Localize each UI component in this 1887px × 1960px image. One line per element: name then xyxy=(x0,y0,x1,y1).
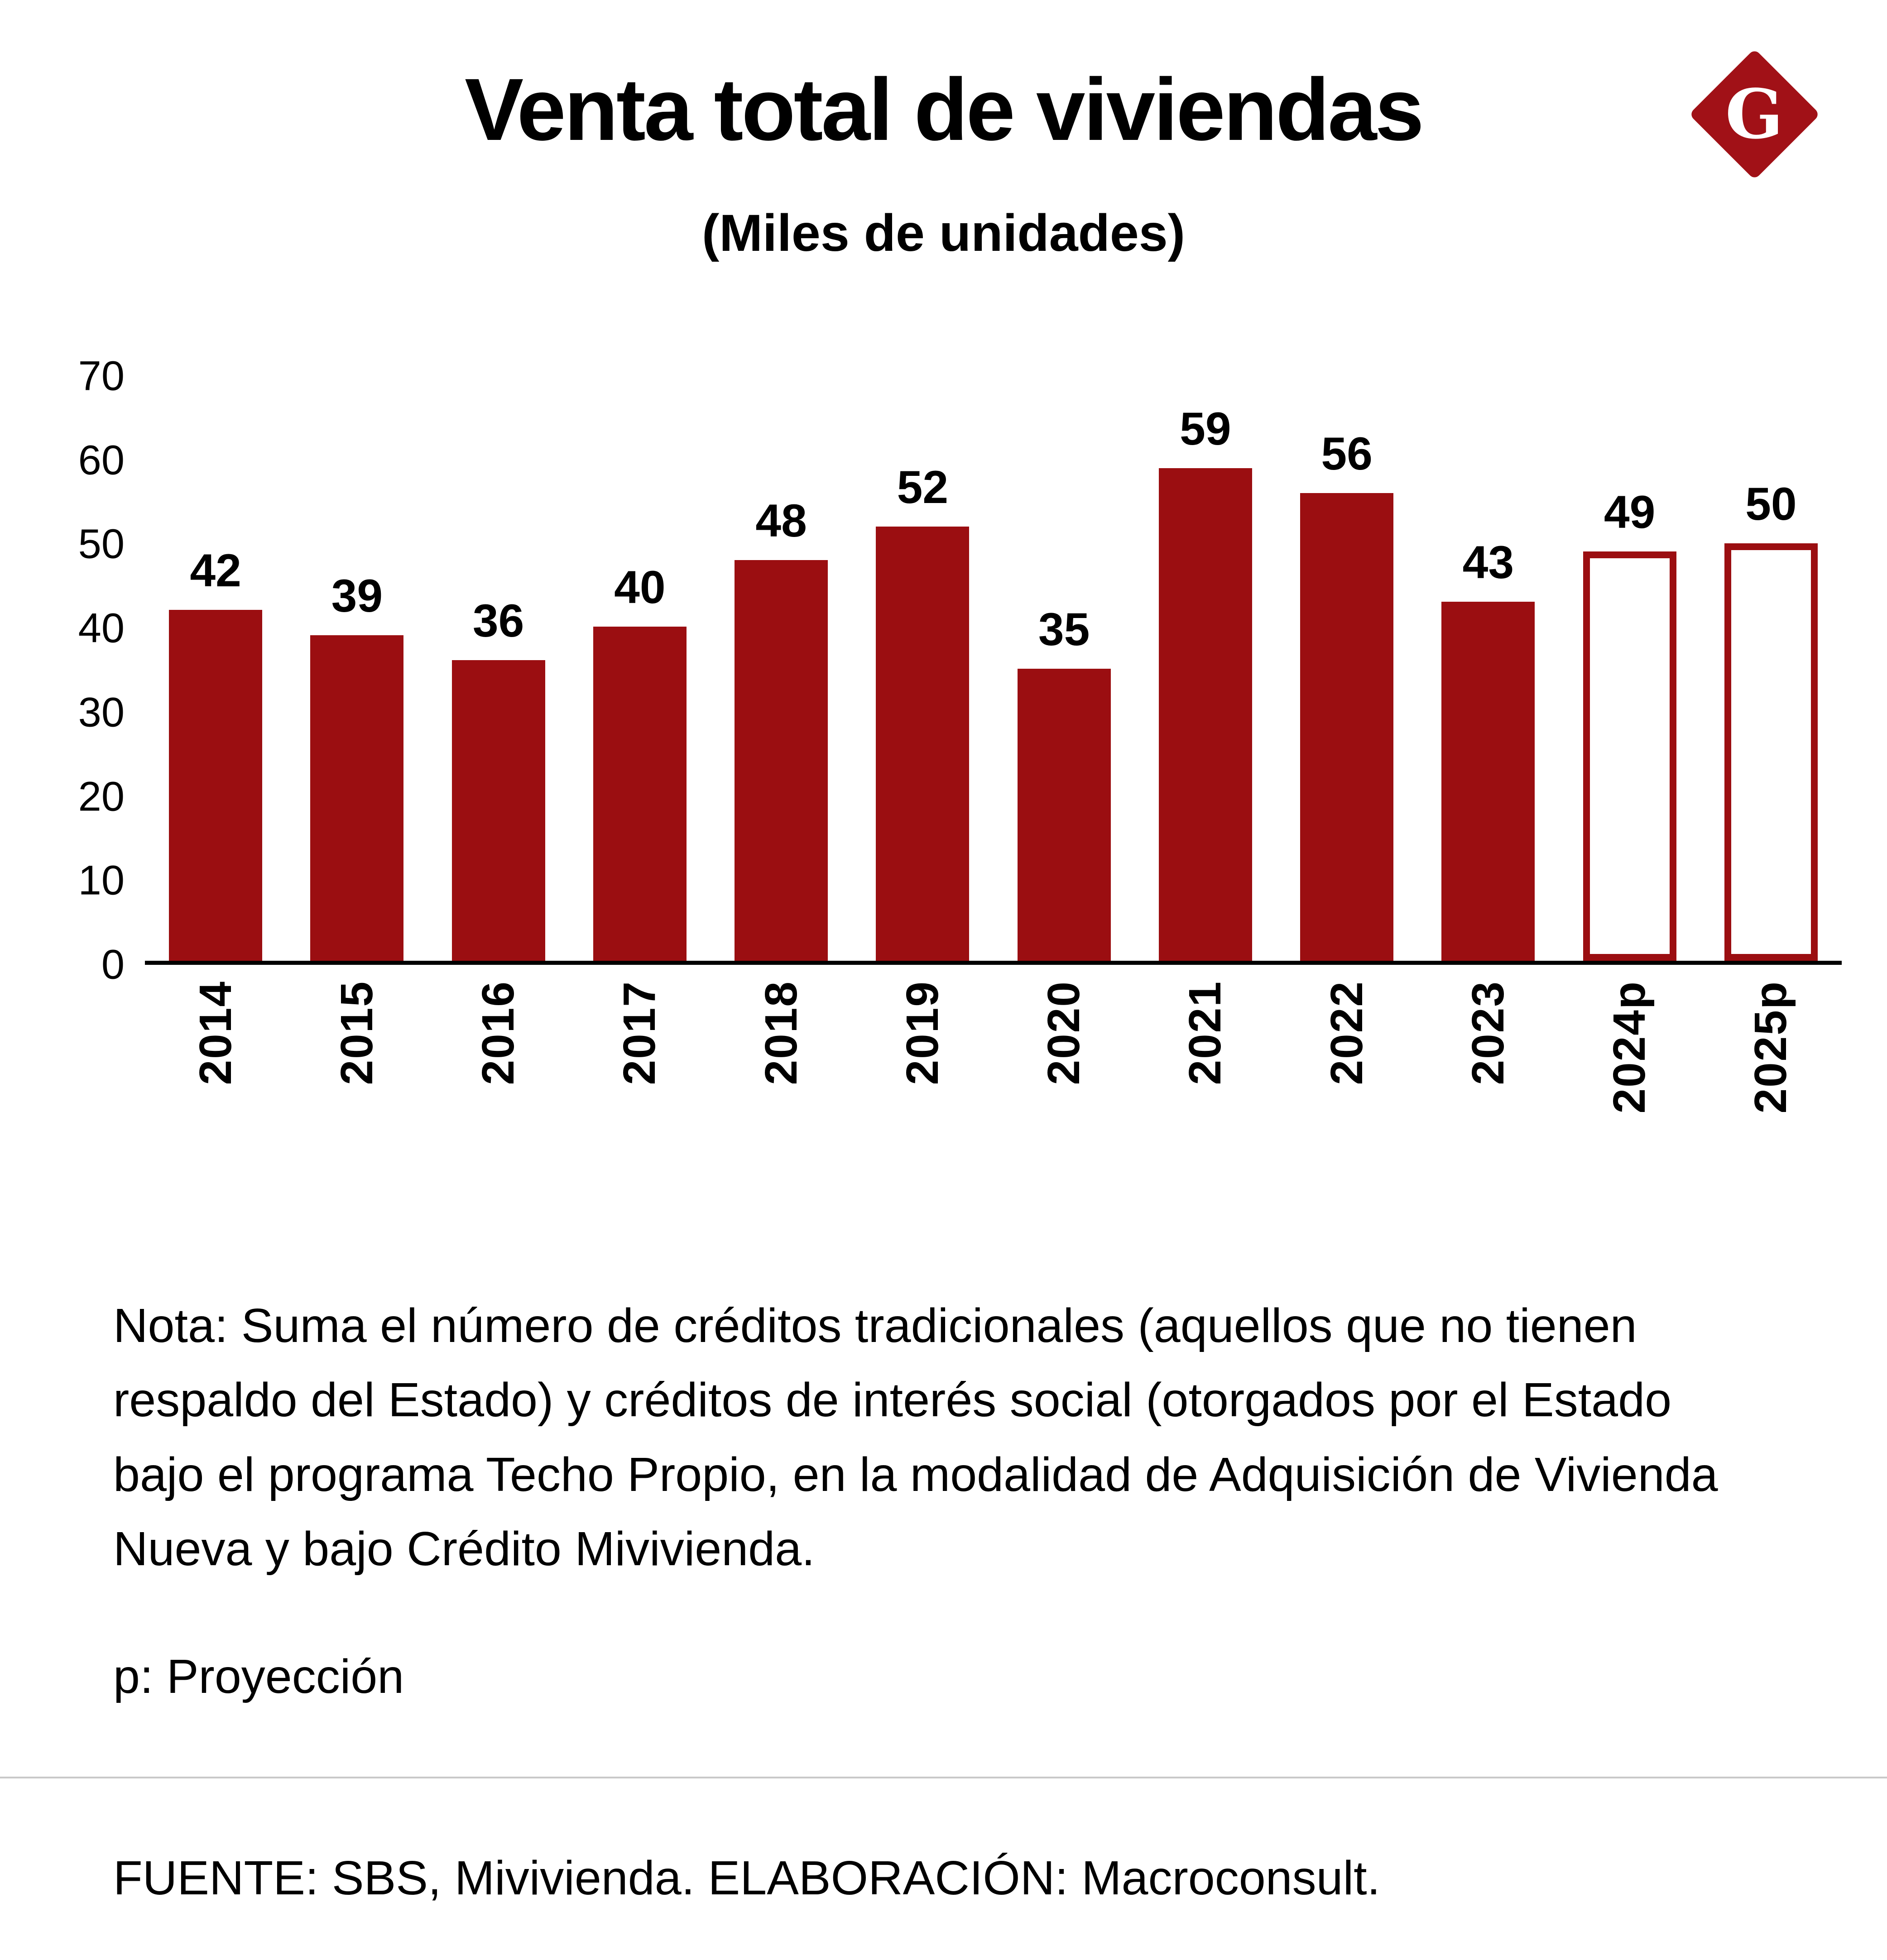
x-tick-label: 2025p xyxy=(1745,981,1796,1114)
x-tick-label: 2022 xyxy=(1321,981,1372,1085)
bar-value-label: 36 xyxy=(472,595,524,647)
bar-projected xyxy=(1583,551,1676,961)
bar-slot: 35 xyxy=(994,376,1135,961)
projection-note: p: Proyección xyxy=(113,1650,404,1704)
y-axis: 0 10 20 30 40 50 60 70 xyxy=(50,353,145,988)
bar-slot: 39 xyxy=(286,376,427,961)
x-slot: 2022 xyxy=(1276,981,1417,1085)
bar-slot: 36 xyxy=(428,376,569,961)
y-tick-label: 70 xyxy=(78,353,125,399)
bar-slot: 43 xyxy=(1417,376,1559,961)
bar xyxy=(169,610,263,961)
x-tick-label: 2024p xyxy=(1604,981,1655,1114)
y-tick-label: 30 xyxy=(78,689,125,736)
note-text: Nota: Suma el número de créditos tradici… xyxy=(113,1299,1718,1576)
x-slot: 2023 xyxy=(1417,981,1559,1085)
x-slot: 2015 xyxy=(286,981,427,1085)
x-slot: 2017 xyxy=(569,981,711,1085)
y-tick-label: 50 xyxy=(78,521,125,567)
x-tick-label: 2014 xyxy=(190,981,241,1085)
bar-slot: 52 xyxy=(852,376,993,961)
bar xyxy=(1158,468,1252,961)
x-slot: 2021 xyxy=(1135,981,1276,1085)
bar-value-label: 59 xyxy=(1180,403,1231,455)
x-slot: 2018 xyxy=(711,981,852,1085)
x-tick-label: 2015 xyxy=(331,981,382,1085)
y-tick-label: 60 xyxy=(78,437,125,484)
y-tick-label: 10 xyxy=(78,857,125,904)
x-slot: 2020 xyxy=(994,981,1135,1085)
chart-subtitle: (Miles de unidades) xyxy=(701,204,1186,262)
bar-slot: 50 xyxy=(1700,376,1842,961)
plot-area: 42 39 36 40 48 52 35 59 56 43 49 50 xyxy=(145,376,1842,965)
bar xyxy=(1300,493,1394,961)
bar-value-label: 40 xyxy=(614,561,666,613)
bar-slot: 49 xyxy=(1559,376,1700,961)
bar-slot: 40 xyxy=(569,376,711,961)
bar-value-label: 43 xyxy=(1462,536,1514,588)
bar-value-label: 52 xyxy=(897,461,949,513)
x-tick-label: 2023 xyxy=(1462,981,1513,1085)
bar-value-label: 50 xyxy=(1745,478,1797,530)
y-tick-label: 0 xyxy=(101,941,125,988)
bar xyxy=(1017,668,1111,961)
bar-slot: 48 xyxy=(711,376,852,961)
bar-chart: 0 10 20 30 40 50 60 70 42 39 36 40 48 52 35 59 56 43 49 50… xyxy=(0,353,1887,1216)
bar xyxy=(451,660,545,961)
header: Venta total de viviendas (Miles de unida… xyxy=(0,0,1887,263)
bar xyxy=(310,635,404,961)
bar-value-label: 42 xyxy=(190,545,241,597)
bar-slot: 42 xyxy=(145,376,286,961)
bar-value-label: 49 xyxy=(1604,486,1656,538)
x-slot: 2025p xyxy=(1700,981,1842,1114)
x-tick-label: 2021 xyxy=(1180,981,1231,1085)
x-tick-label: 2020 xyxy=(1038,981,1090,1085)
bar xyxy=(593,627,687,961)
bar-value-label: 39 xyxy=(331,570,383,622)
bar-value-label: 56 xyxy=(1321,428,1373,480)
bar-projected xyxy=(1724,543,1818,961)
divider xyxy=(0,1777,1887,1779)
x-tick-label: 2016 xyxy=(473,981,524,1085)
gestion-logo-letter: G xyxy=(1725,74,1784,154)
bar-slot: 59 xyxy=(1135,376,1276,961)
chart-title: Venta total de viviendas xyxy=(465,60,1424,159)
y-tick-label: 20 xyxy=(78,773,125,820)
x-tick-label: 2018 xyxy=(755,981,807,1085)
x-tick-label: 2019 xyxy=(897,981,948,1085)
plot-wrap: 42 39 36 40 48 52 35 59 56 43 49 50 2014 2015 2016 201… xyxy=(145,376,1842,1216)
x-slot: 2019 xyxy=(852,981,993,1085)
source-text: FUENTE: SBS, Mivivienda. ELABORACIÓN: Ma… xyxy=(113,1851,1381,1905)
bar xyxy=(1441,601,1535,961)
y-tick-label: 40 xyxy=(78,605,125,652)
gestion-logo: G xyxy=(1689,48,1820,180)
x-slot: 2014 xyxy=(145,981,286,1085)
x-axis-labels: 2014 2015 2016 2017 2018 2019 2020 2021 2022 2023… xyxy=(145,981,1842,1216)
bar-value-label: 35 xyxy=(1038,603,1090,655)
x-slot: 2024p xyxy=(1559,981,1700,1114)
x-tick-label: 2017 xyxy=(614,981,665,1085)
x-slot: 2016 xyxy=(428,981,569,1085)
bar xyxy=(735,560,828,961)
bar-slot: 56 xyxy=(1276,376,1417,961)
bar xyxy=(876,526,970,961)
bar-value-label: 48 xyxy=(755,494,807,546)
